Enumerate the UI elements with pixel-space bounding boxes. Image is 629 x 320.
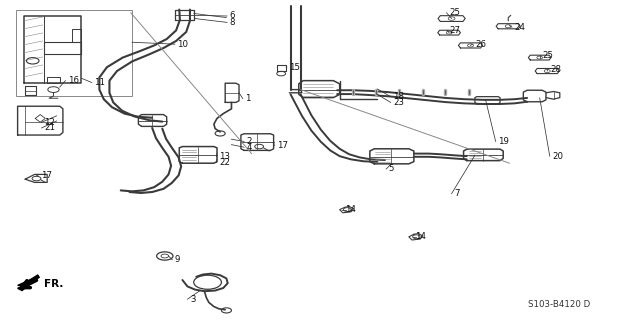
Text: 6: 6 <box>230 12 235 20</box>
Text: 17: 17 <box>277 141 287 150</box>
Text: 11: 11 <box>94 78 105 87</box>
Text: 15: 15 <box>289 63 300 72</box>
Text: 26: 26 <box>475 40 486 49</box>
Text: 7: 7 <box>454 189 460 198</box>
Text: 1: 1 <box>245 94 251 103</box>
Text: 27: 27 <box>450 26 460 35</box>
Text: 5: 5 <box>389 164 394 173</box>
Bar <box>16 10 132 96</box>
Text: 19: 19 <box>498 137 509 146</box>
Text: 23: 23 <box>393 98 404 107</box>
Text: 3: 3 <box>190 295 196 304</box>
Text: 4: 4 <box>247 143 252 152</box>
Text: 22: 22 <box>219 158 230 167</box>
Text: 20: 20 <box>552 152 563 161</box>
Text: 25: 25 <box>542 51 553 60</box>
Text: 17: 17 <box>41 172 52 180</box>
Polygon shape <box>18 276 39 291</box>
Text: FR.: FR. <box>44 279 64 289</box>
Text: 24: 24 <box>515 23 525 32</box>
Text: 12: 12 <box>44 118 55 127</box>
Text: 10: 10 <box>177 40 188 49</box>
Text: 8: 8 <box>230 18 235 27</box>
Text: 14: 14 <box>415 232 426 241</box>
Text: 14: 14 <box>345 205 355 214</box>
Text: 18: 18 <box>393 92 404 101</box>
Text: 16: 16 <box>68 76 79 85</box>
Text: 9: 9 <box>175 255 181 264</box>
Text: 13: 13 <box>219 152 230 161</box>
Text: 21: 21 <box>44 124 55 132</box>
Text: 25: 25 <box>449 8 460 17</box>
Text: 2: 2 <box>247 137 252 146</box>
Text: S103-B4120 D: S103-B4120 D <box>528 300 591 309</box>
Text: 28: 28 <box>550 65 561 74</box>
